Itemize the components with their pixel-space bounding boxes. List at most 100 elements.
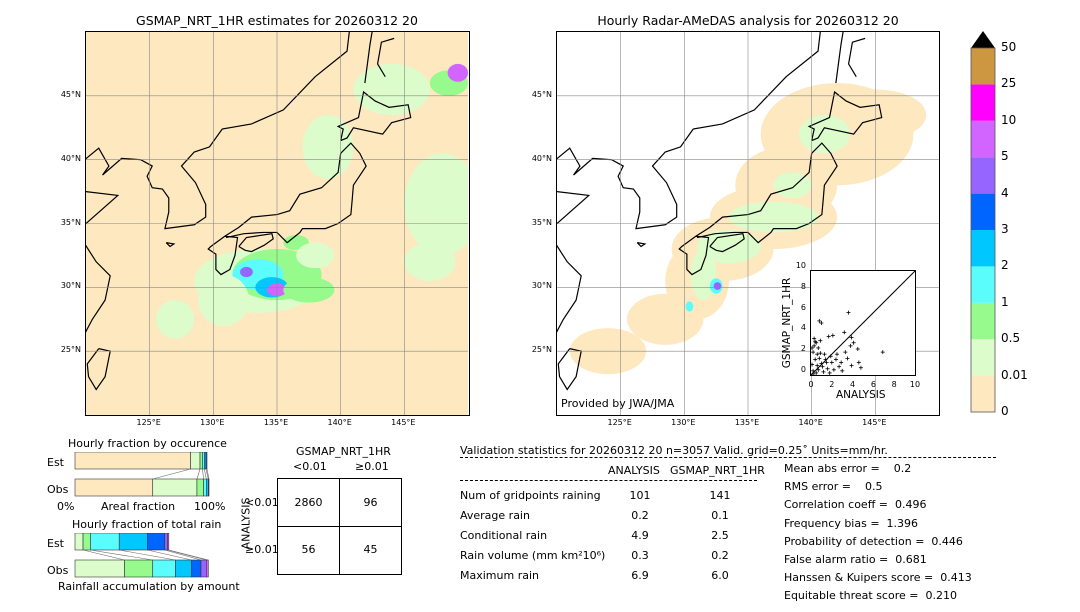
cell-hit: 45 [363,543,378,556]
scatter-point [830,333,835,338]
bar-segment [208,478,210,497]
stat-analysis-value: 0.2 [631,509,649,522]
lat-tick-label: 45°N [60,89,81,99]
scatter-point [828,354,833,359]
bar-segment [199,452,203,470]
scatter-point [818,351,823,356]
score-line: Mean abs error = 0.2 [784,462,912,475]
lon-tick-label: 135°E [263,418,289,427]
lon-tick-label: 130°E [671,418,696,427]
scatter-point [829,360,834,365]
scatter-point [819,321,824,325]
scatter-point [845,356,850,361]
stat-gsmap-value: 0.2 [711,549,729,562]
score-line: Hanssen & Kuipers score = 0.413 [784,571,972,585]
rain-area [773,172,812,198]
connector-line [90,549,153,561]
rain-area [302,114,354,179]
colorbar-segment [971,120,995,158]
occurrence-xlabel: Areal fraction [101,500,176,513]
stat-gsmap-value: 141 [709,489,731,502]
coastline [336,90,412,142]
stat-analysis-value: 0.3 [631,549,649,562]
scatter-point [811,371,816,375]
scatter-point [816,345,821,350]
stats-col-gsmap: GSMAP_NRT_1HR [670,464,765,477]
colorbar-label: 2 [1001,258,1009,273]
lon-tick-label: 140°E [798,418,823,427]
connector-line [196,468,201,480]
stat-analysis-value: 101 [629,489,651,502]
connector-line [82,549,125,561]
connector-line [205,468,209,480]
stat-label: Average rain [460,509,530,522]
stat-analysis-value: 4.9 [631,529,649,542]
scatter-y-tick: 10 [795,261,806,270]
scatter-point [827,370,832,375]
scatter-x-tick: 2 [829,380,835,389]
lat-tick-label: 35°N [60,217,81,227]
coastline [364,32,373,84]
coastline [835,32,844,84]
bar-segment [200,559,207,578]
colorbar-label: 50 [1001,40,1017,54]
rain-area [283,277,335,303]
rain-area [690,249,717,301]
scatter-point [843,350,848,355]
score-line: Probability of detection = 0.446 [784,534,963,548]
stat-label: Maximum rain [460,569,539,582]
coastline [86,128,223,333]
lat-tick-label: 45°N [531,89,552,99]
scatter-x-tick: 8 [891,380,897,389]
rain-area [697,229,761,264]
coastline [636,242,647,248]
connector-line [119,549,176,561]
bar-segment [205,452,208,470]
connector-line [168,549,209,561]
contingency-col-0: <0.01 [293,460,327,473]
colorbar-label: 0.5 [1001,331,1021,346]
colorbar-extend-arrow [971,31,995,48]
scatter-point [813,357,818,362]
bar-segment [152,478,198,497]
scatter-point [815,363,820,368]
rain-est-label: Est [47,537,64,550]
connector-line [164,549,202,561]
scatter-point [814,370,819,375]
colorbar-label: 0 [1001,404,1009,418]
lat-tick-label: 30°N [531,281,552,291]
colorbar-segment [971,302,995,340]
occurrence-title: Hourly fraction by occurence [68,437,227,450]
cell-hit-none: 2860 [294,496,323,509]
colorbar-segment [971,193,995,230]
contingency-col-header: GSMAP_NRT_1HR [296,445,391,458]
scatter-x-tick: 0 [808,380,814,389]
contingency-row-0: <0.01 [245,496,279,509]
scatter-plot [810,270,916,376]
connector-line [152,468,191,480]
scatter-point [816,367,821,372]
rain-xlabel: Rainfall accumulation by amount [58,580,240,593]
occurrence-est-label: Est [47,456,64,469]
lon-tick-label: 135°E [734,418,760,427]
scatter-y-tick: 2 [800,344,806,354]
scatter-point [819,361,824,366]
scatter-point [826,334,831,339]
scatter-point [849,335,854,340]
scatter-point [856,360,861,365]
coastline [165,242,176,248]
colorbar-segment [971,266,995,303]
bar-segment [74,452,191,470]
lat-tick-label: 40°N [60,153,81,163]
bar-segment [118,533,148,551]
colorbar-label: 5 [1001,149,1009,164]
stat-analysis-value: 6.9 [631,569,649,582]
scatter-point [842,330,847,335]
lon-tick-label: 125°E [607,418,632,427]
stats-header: Validation statistics for 20260312 20 n=… [460,444,888,457]
scatter-point [849,363,854,368]
colorbar-segment [971,230,995,267]
scatter-point [831,367,836,372]
gsmap-estimate-map [85,31,470,416]
